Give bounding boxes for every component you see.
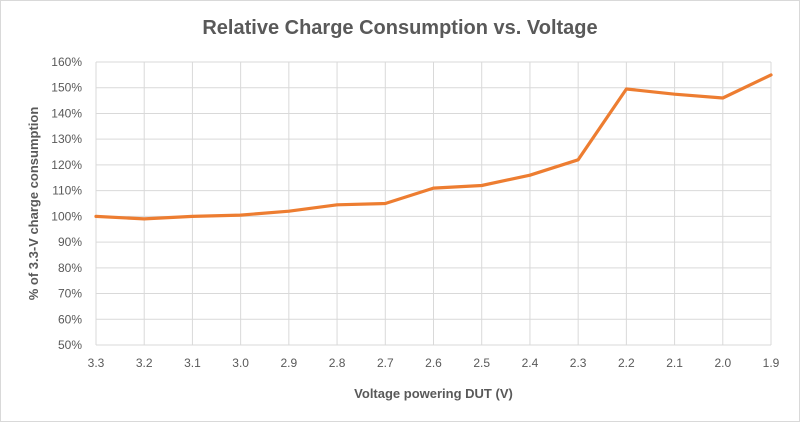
x-tick-label: 3.2 — [136, 356, 153, 370]
x-tick-label: 3.3 — [88, 356, 105, 370]
x-tick-label: 3.1 — [184, 356, 201, 370]
x-tick-label: 3.0 — [232, 356, 249, 370]
series-layer — [94, 73, 773, 221]
grid-layer — [95, 61, 772, 346]
data-point — [480, 184, 484, 187]
x-tick-label: 2.8 — [329, 356, 346, 370]
data-point — [383, 202, 387, 205]
x-tick-label: 2.1 — [666, 356, 683, 370]
data-point — [721, 96, 725, 100]
data-point — [94, 214, 98, 218]
y-tick-label: 150% — [51, 81, 82, 95]
data-point — [142, 217, 146, 221]
x-tick-label: 2.9 — [281, 356, 298, 370]
x-tick-label: 2.0 — [714, 356, 731, 370]
x-tick-label: 2.2 — [618, 356, 635, 370]
y-tick-labels: 50% 60% 70% 80% 90% 100% 110% 120% 130% 140% 150% 1… — [51, 55, 82, 352]
data-point — [191, 214, 194, 218]
y-tick-label: 50% — [58, 338, 82, 352]
y-tick-label: 140% — [51, 106, 82, 120]
x-tick-label: 2.6 — [425, 356, 442, 370]
data-point — [576, 158, 580, 162]
x-tick-label: 2.4 — [522, 356, 539, 370]
y-tick-label: 100% — [51, 209, 82, 223]
y-tick-label: 80% — [58, 261, 82, 275]
data-point — [287, 209, 291, 213]
y-axis-title: % of 3.3-V charge consumption — [26, 107, 41, 301]
data-point — [769, 73, 773, 77]
x-tick-label: 2.5 — [473, 356, 490, 370]
y-tick-label: 70% — [58, 287, 82, 301]
y-tick-label: 110% — [52, 184, 82, 198]
data-point — [432, 186, 435, 190]
y-tick-label: 60% — [58, 312, 82, 326]
chart-title: Relative Charge Consumption vs. Voltage — [202, 17, 598, 39]
data-point — [528, 173, 532, 177]
y-tick-label: 90% — [58, 235, 82, 249]
x-axis-title: Voltage powering DUT (V) — [354, 386, 513, 401]
data-point — [673, 92, 676, 96]
x-tick-label: 2.7 — [377, 356, 394, 370]
x-tick-label: 2.3 — [570, 356, 587, 370]
y-tick-label: 130% — [51, 132, 82, 146]
data-point — [335, 203, 339, 207]
y-tick-label: 120% — [51, 158, 82, 172]
y-tick-label: 160% — [51, 55, 82, 69]
x-tick-label: 1.9 — [763, 356, 780, 370]
x-tick-labels: 3.3 3.2 3.1 3.0 2.9 2.8 2.7 2.6 2.5 2.4 2.3 2.2 2.1 2… — [88, 356, 780, 370]
data-point — [624, 87, 628, 91]
data-point — [239, 213, 243, 217]
